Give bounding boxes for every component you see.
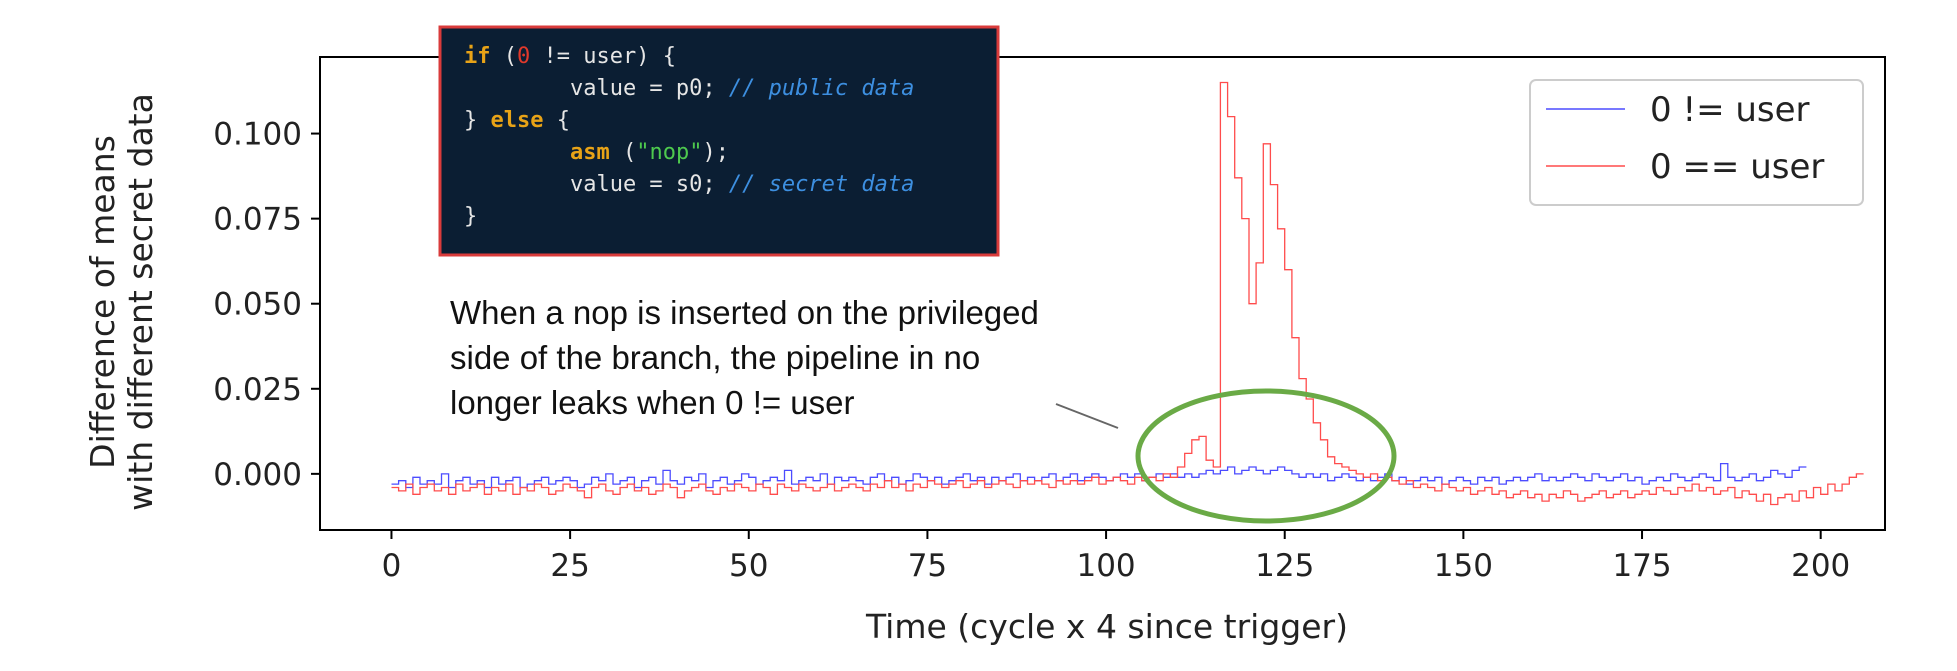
- annotation-line-1: When a nop is inserted on the privileged: [450, 294, 1039, 331]
- x-tick-label: 50: [729, 548, 768, 584]
- code-line: asm ("nop");: [464, 140, 729, 165]
- code-token: (: [491, 44, 518, 69]
- legend-frame: [1529, 79, 1864, 206]
- code-line: } else {: [464, 108, 570, 133]
- code-token: value = p0;: [464, 76, 729, 101]
- code-token: }: [464, 204, 477, 229]
- code-line: if (0 != user) {: [464, 44, 676, 69]
- annotation: When a nop is inserted on the privileged…: [450, 294, 1119, 429]
- x-tick-label: 100: [1076, 548, 1135, 584]
- x-tick-label: 125: [1255, 548, 1314, 584]
- y-tick-label: 0.050: [213, 287, 302, 323]
- code-token: else: [491, 108, 544, 133]
- y-tick-label: 0.075: [213, 202, 302, 238]
- series-line-0: [391, 462, 1807, 489]
- annotation-pointer: [1055, 403, 1119, 429]
- x-axis-label: Time (cycle x 4 since trigger): [865, 607, 1348, 646]
- code-token: "nop": [636, 140, 702, 165]
- code-token: asm: [570, 140, 610, 165]
- axes: [319, 56, 1886, 531]
- code-line: value = p0; // public data: [464, 76, 914, 101]
- code-token: if: [464, 44, 491, 69]
- code-token: != user) {: [530, 44, 676, 69]
- y-axis-label-line-1: Difference of means: [83, 135, 122, 469]
- highlight-ellipse: [1135, 388, 1397, 524]
- code-lines: if (0 != user) { value = p0; // public d…: [464, 44, 914, 229]
- code-box-background: [438, 25, 1000, 257]
- code-box: if (0 != user) { value = p0; // public d…: [438, 25, 1000, 257]
- code-token: );: [702, 140, 729, 165]
- x-tick-label: 0: [382, 548, 402, 584]
- code-token: {: [543, 108, 570, 133]
- code-token: value = s0;: [464, 172, 729, 197]
- plot-frame: [319, 56, 1886, 531]
- code-token: // public data: [729, 76, 914, 101]
- y-axis-label: Difference of means with different secre…: [83, 93, 160, 511]
- legend-label-0: 0 != user: [1650, 90, 1810, 130]
- y-tick-label: 0.000: [213, 457, 302, 493]
- legend-label-1: 0 == user: [1650, 147, 1824, 187]
- code-token: // secret data: [729, 172, 914, 197]
- x-tick-label: 175: [1612, 548, 1671, 584]
- y-axis-label-line-2: with different secret data: [121, 93, 160, 511]
- y-tick-label: 0.100: [213, 117, 302, 153]
- ticks: 0 25 50 75 100 125 150 175 200 0.000 0.025 0.050 0.0…: [213, 117, 1850, 584]
- annotation-line-3: longer leaks when 0 != user: [450, 384, 855, 421]
- plot-area: [391, 81, 1864, 506]
- y-tick-label: 0.025: [213, 372, 302, 408]
- series-line-1: [391, 81, 1864, 506]
- x-tick-label: 200: [1791, 548, 1850, 584]
- code-token: }: [464, 108, 491, 133]
- legend: 0 != user 0 == user: [1529, 79, 1864, 206]
- code-line: }: [464, 204, 477, 229]
- x-tick-label: 25: [550, 548, 589, 584]
- x-tick-label: 75: [908, 548, 947, 584]
- annotation-line-2: side of the branch, the pipeline in no: [450, 339, 980, 376]
- code-token: [464, 140, 570, 165]
- code-token: 0: [517, 44, 530, 69]
- code-token: (: [610, 140, 637, 165]
- code-line: value = s0; // secret data: [464, 172, 914, 197]
- x-tick-label: 150: [1434, 548, 1493, 584]
